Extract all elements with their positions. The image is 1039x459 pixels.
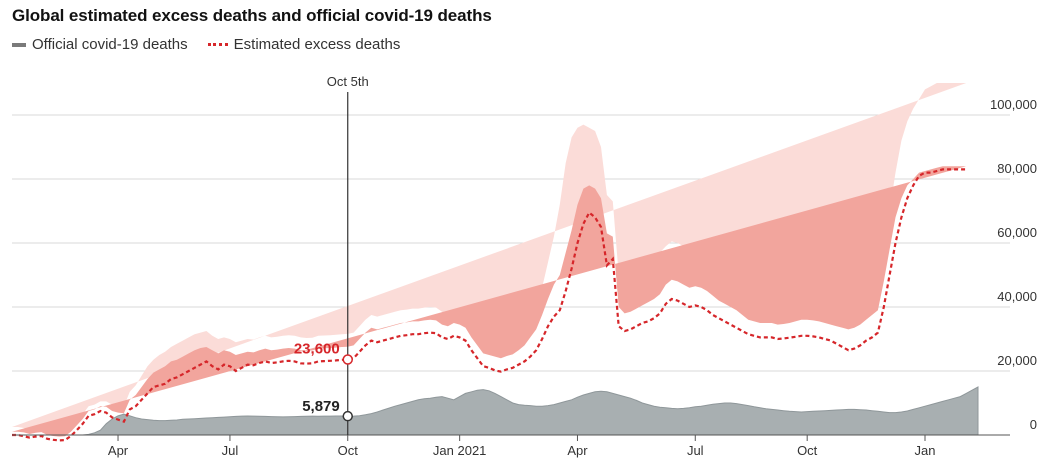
excess-point-marker <box>342 354 353 365</box>
chart-title: Global estimated excess deaths and offic… <box>12 6 492 25</box>
x-tick-label-2: Oct <box>338 443 359 458</box>
legend-label-excess: Estimated excess deaths <box>233 36 401 53</box>
x-tick-label-0: Apr <box>108 443 129 458</box>
legend-label-official: Official covid-19 deaths <box>32 36 188 53</box>
axes: 0 20,000 40,000 60,000 80,000 100,000 Apr Jul Oc… <box>12 97 1037 458</box>
oct5-label: Oct 5th <box>327 74 369 89</box>
uncertainty-bands <box>12 83 967 437</box>
x-tick-label-7: Jan <box>915 443 936 458</box>
legend-swatch-excess <box>207 43 228 46</box>
legend-item-official: Official covid-19 deaths <box>12 36 188 53</box>
y-tick-label-1: 20,000 <box>997 353 1037 368</box>
annotation-group: Oct 5th 23,600 5,879 <box>294 74 369 435</box>
x-tick-label-1: Jul <box>222 443 239 458</box>
inner-uncertainty-band <box>12 166 967 437</box>
y-tick-label-5: 100,000 <box>990 97 1037 112</box>
x-tick-label-6: Oct <box>797 443 818 458</box>
legend-swatch-official <box>12 42 26 47</box>
official-area-group <box>12 386 979 436</box>
x-tick-label-3: Jan 2021 <box>433 443 487 458</box>
legend-item-excess: Estimated excess deaths <box>207 36 401 53</box>
excess-value-label: 23,600 <box>294 340 340 357</box>
excess-deaths-line <box>12 168 967 442</box>
y-tick-label-3: 60,000 <box>997 225 1037 240</box>
official-deaths-area <box>12 386 979 436</box>
official-point-marker <box>342 410 353 422</box>
legend: Official covid-19 deaths Estimated exces… <box>12 36 420 53</box>
y-tick-label-2: 40,000 <box>997 289 1037 304</box>
y-tick-label-0: 0 <box>1030 417 1037 432</box>
x-tick-label-4: Apr <box>567 443 588 458</box>
excess-line-group <box>12 168 967 442</box>
official-value-label: 5,879 <box>302 398 340 415</box>
outer-uncertainty-band <box>12 83 967 434</box>
y-tick-label-4: 80,000 <box>997 161 1037 176</box>
x-tick-label-5: Jul <box>687 443 704 458</box>
